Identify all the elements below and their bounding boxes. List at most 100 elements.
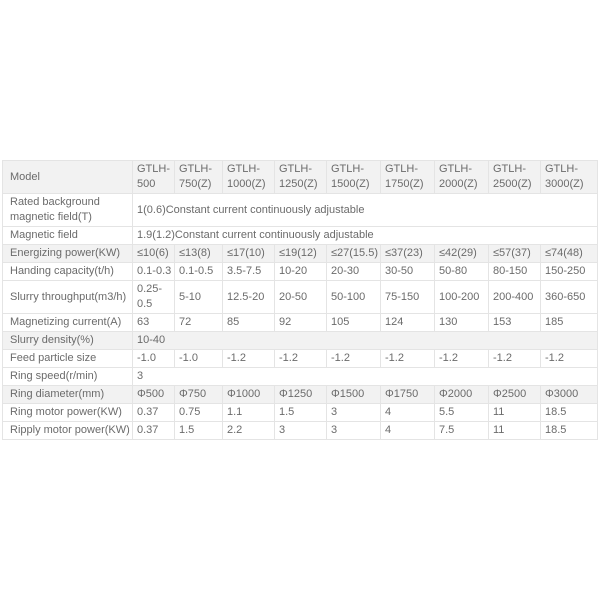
value-cell: 124 (380, 313, 435, 332)
value-cell: 0.25-0.5 (132, 280, 175, 314)
value-cell: 5.5 (434, 403, 489, 422)
value-cell: -1.2 (274, 349, 327, 368)
value-cell: -1.2 (488, 349, 541, 368)
value-cell: 80-150 (488, 262, 541, 281)
value-cell: Φ3000 (540, 385, 598, 404)
value-cell: 4 (380, 403, 435, 422)
value-cell: 92 (274, 313, 327, 332)
value-cell: GTLH-1250(Z) (274, 160, 327, 194)
row-label: Ring speed(r/min) (2, 367, 133, 386)
table-row: Rated background magnetic field(T) 1(0.6)… (2, 193, 598, 227)
value-cell: 3 (326, 403, 381, 422)
value-cell: 11 (488, 403, 541, 422)
value-cell: 20-50 (274, 280, 327, 314)
row-label: Rated background magnetic field(T) (2, 193, 133, 227)
table-row: Ring motor power(KW) 0.37 0.75 1.1 1.5 3 4 5.5 1… (2, 403, 598, 422)
value-cell: ≤42(29) (434, 244, 489, 263)
value-cell: Φ2500 (488, 385, 541, 404)
table-row: Slurry density(%) 10-40 (2, 331, 598, 350)
row-label: Ripply motor power(KW) (2, 421, 133, 440)
value-cell: -1.2 (434, 349, 489, 368)
table-row: Ring speed(r/min) 3 (2, 367, 598, 386)
value-cell: GTLH-1000(Z) (222, 160, 275, 194)
value-cell: Φ500 (132, 385, 175, 404)
value-cell: 0.1-0.3 (132, 262, 175, 281)
value-cell: 0.1-0.5 (174, 262, 223, 281)
value-cell: GTLH-750(Z) (174, 160, 223, 194)
value-cell: ≤13(8) (174, 244, 223, 263)
value-cell: GTLH-500 (132, 160, 175, 194)
spanned-value-cell: 3 (132, 367, 598, 386)
value-cell: 105 (326, 313, 381, 332)
value-cell: -1.2 (540, 349, 598, 368)
table-row: Feed particle size -1.0 -1.0 -1.2 -1.2 -1.2 -1… (2, 349, 598, 368)
value-cell: 7.5 (434, 421, 489, 440)
table-row: Energizing power(KW) ≤10(6) ≤13(8) ≤17(10) ≤… (2, 244, 598, 263)
spanned-value-cell: 1.9(1.2)Constant current continuously ad… (132, 226, 598, 245)
row-label: Model (2, 160, 133, 194)
value-cell: 1.5 (274, 403, 327, 422)
value-cell: 2.2 (222, 421, 275, 440)
row-label: Slurry density(%) (2, 331, 133, 350)
value-cell: Φ1250 (274, 385, 327, 404)
value-cell: 100-200 (434, 280, 489, 314)
value-cell: 153 (488, 313, 541, 332)
table-row: Magnetic field 1.9(1.2)Constant current c… (2, 226, 598, 245)
value-cell: 200-400 (488, 280, 541, 314)
table-row: Slurry throughput(m3/h) 0.25-0.5 5-10 12.5-… (2, 280, 598, 314)
value-cell: ≤74(48) (540, 244, 598, 263)
value-cell: 75-150 (380, 280, 435, 314)
value-cell: 360-650 (540, 280, 598, 314)
spec-table-body: Model GTLH-500 GTLH-750(Z) GTLH-1000(Z) GTLH… (2, 160, 598, 440)
table-row: Handing capacity(t/h) 0.1-0.3 0.1-0.5 3.5-7… (2, 262, 598, 281)
row-label: Energizing power(KW) (2, 244, 133, 263)
row-label: Ring diameter(mm) (2, 385, 133, 404)
value-cell: 3 (326, 421, 381, 440)
row-label: Feed particle size (2, 349, 133, 368)
value-cell: 85 (222, 313, 275, 332)
value-cell: -1.2 (222, 349, 275, 368)
value-cell: 50-80 (434, 262, 489, 281)
value-cell: Φ1500 (326, 385, 381, 404)
value-cell: 150-250 (540, 262, 598, 281)
value-cell: 4 (380, 421, 435, 440)
value-cell: 18.5 (540, 403, 598, 422)
value-cell: -1.2 (380, 349, 435, 368)
value-cell: 0.37 (132, 421, 175, 440)
value-cell: -1.2 (326, 349, 381, 368)
value-cell: Φ750 (174, 385, 223, 404)
value-cell: 1.5 (174, 421, 223, 440)
row-label: Magnetizing current(A) (2, 313, 133, 332)
value-cell: 30-50 (380, 262, 435, 281)
value-cell: 20-30 (326, 262, 381, 281)
row-label: Ring motor power(KW) (2, 403, 133, 422)
value-cell: GTLH-1750(Z) (380, 160, 435, 194)
value-cell: 185 (540, 313, 598, 332)
value-cell: ≤17(10) (222, 244, 275, 263)
table-row: Model GTLH-500 GTLH-750(Z) GTLH-1000(Z) GTLH… (2, 160, 598, 194)
value-cell: -1.0 (174, 349, 223, 368)
specifications-table: Model GTLH-500 GTLH-750(Z) GTLH-1000(Z) GTLH… (2, 160, 598, 440)
value-cell: Φ1750 (380, 385, 435, 404)
table-row: Magnetizing current(A) 63 72 85 92 105 124 130 1… (2, 313, 598, 332)
row-label: Magnetic field (2, 226, 133, 245)
value-cell: ≤57(37) (488, 244, 541, 263)
row-label: Slurry throughput(m3/h) (2, 280, 133, 314)
value-cell: 10-20 (274, 262, 327, 281)
value-cell: GTLH-2000(Z) (434, 160, 489, 194)
value-cell: GTLH-1500(Z) (326, 160, 381, 194)
value-cell: 50-100 (326, 280, 381, 314)
value-cell: -1.0 (132, 349, 175, 368)
value-cell: 3.5-7.5 (222, 262, 275, 281)
value-cell: 63 (132, 313, 175, 332)
value-cell: GTLH-3000(Z) (540, 160, 598, 194)
value-cell: 3 (274, 421, 327, 440)
value-cell: ≤37(23) (380, 244, 435, 263)
value-cell: 0.75 (174, 403, 223, 422)
value-cell: 130 (434, 313, 489, 332)
value-cell: 72 (174, 313, 223, 332)
value-cell: 1.1 (222, 403, 275, 422)
value-cell: Φ1000 (222, 385, 275, 404)
value-cell: 18.5 (540, 421, 598, 440)
